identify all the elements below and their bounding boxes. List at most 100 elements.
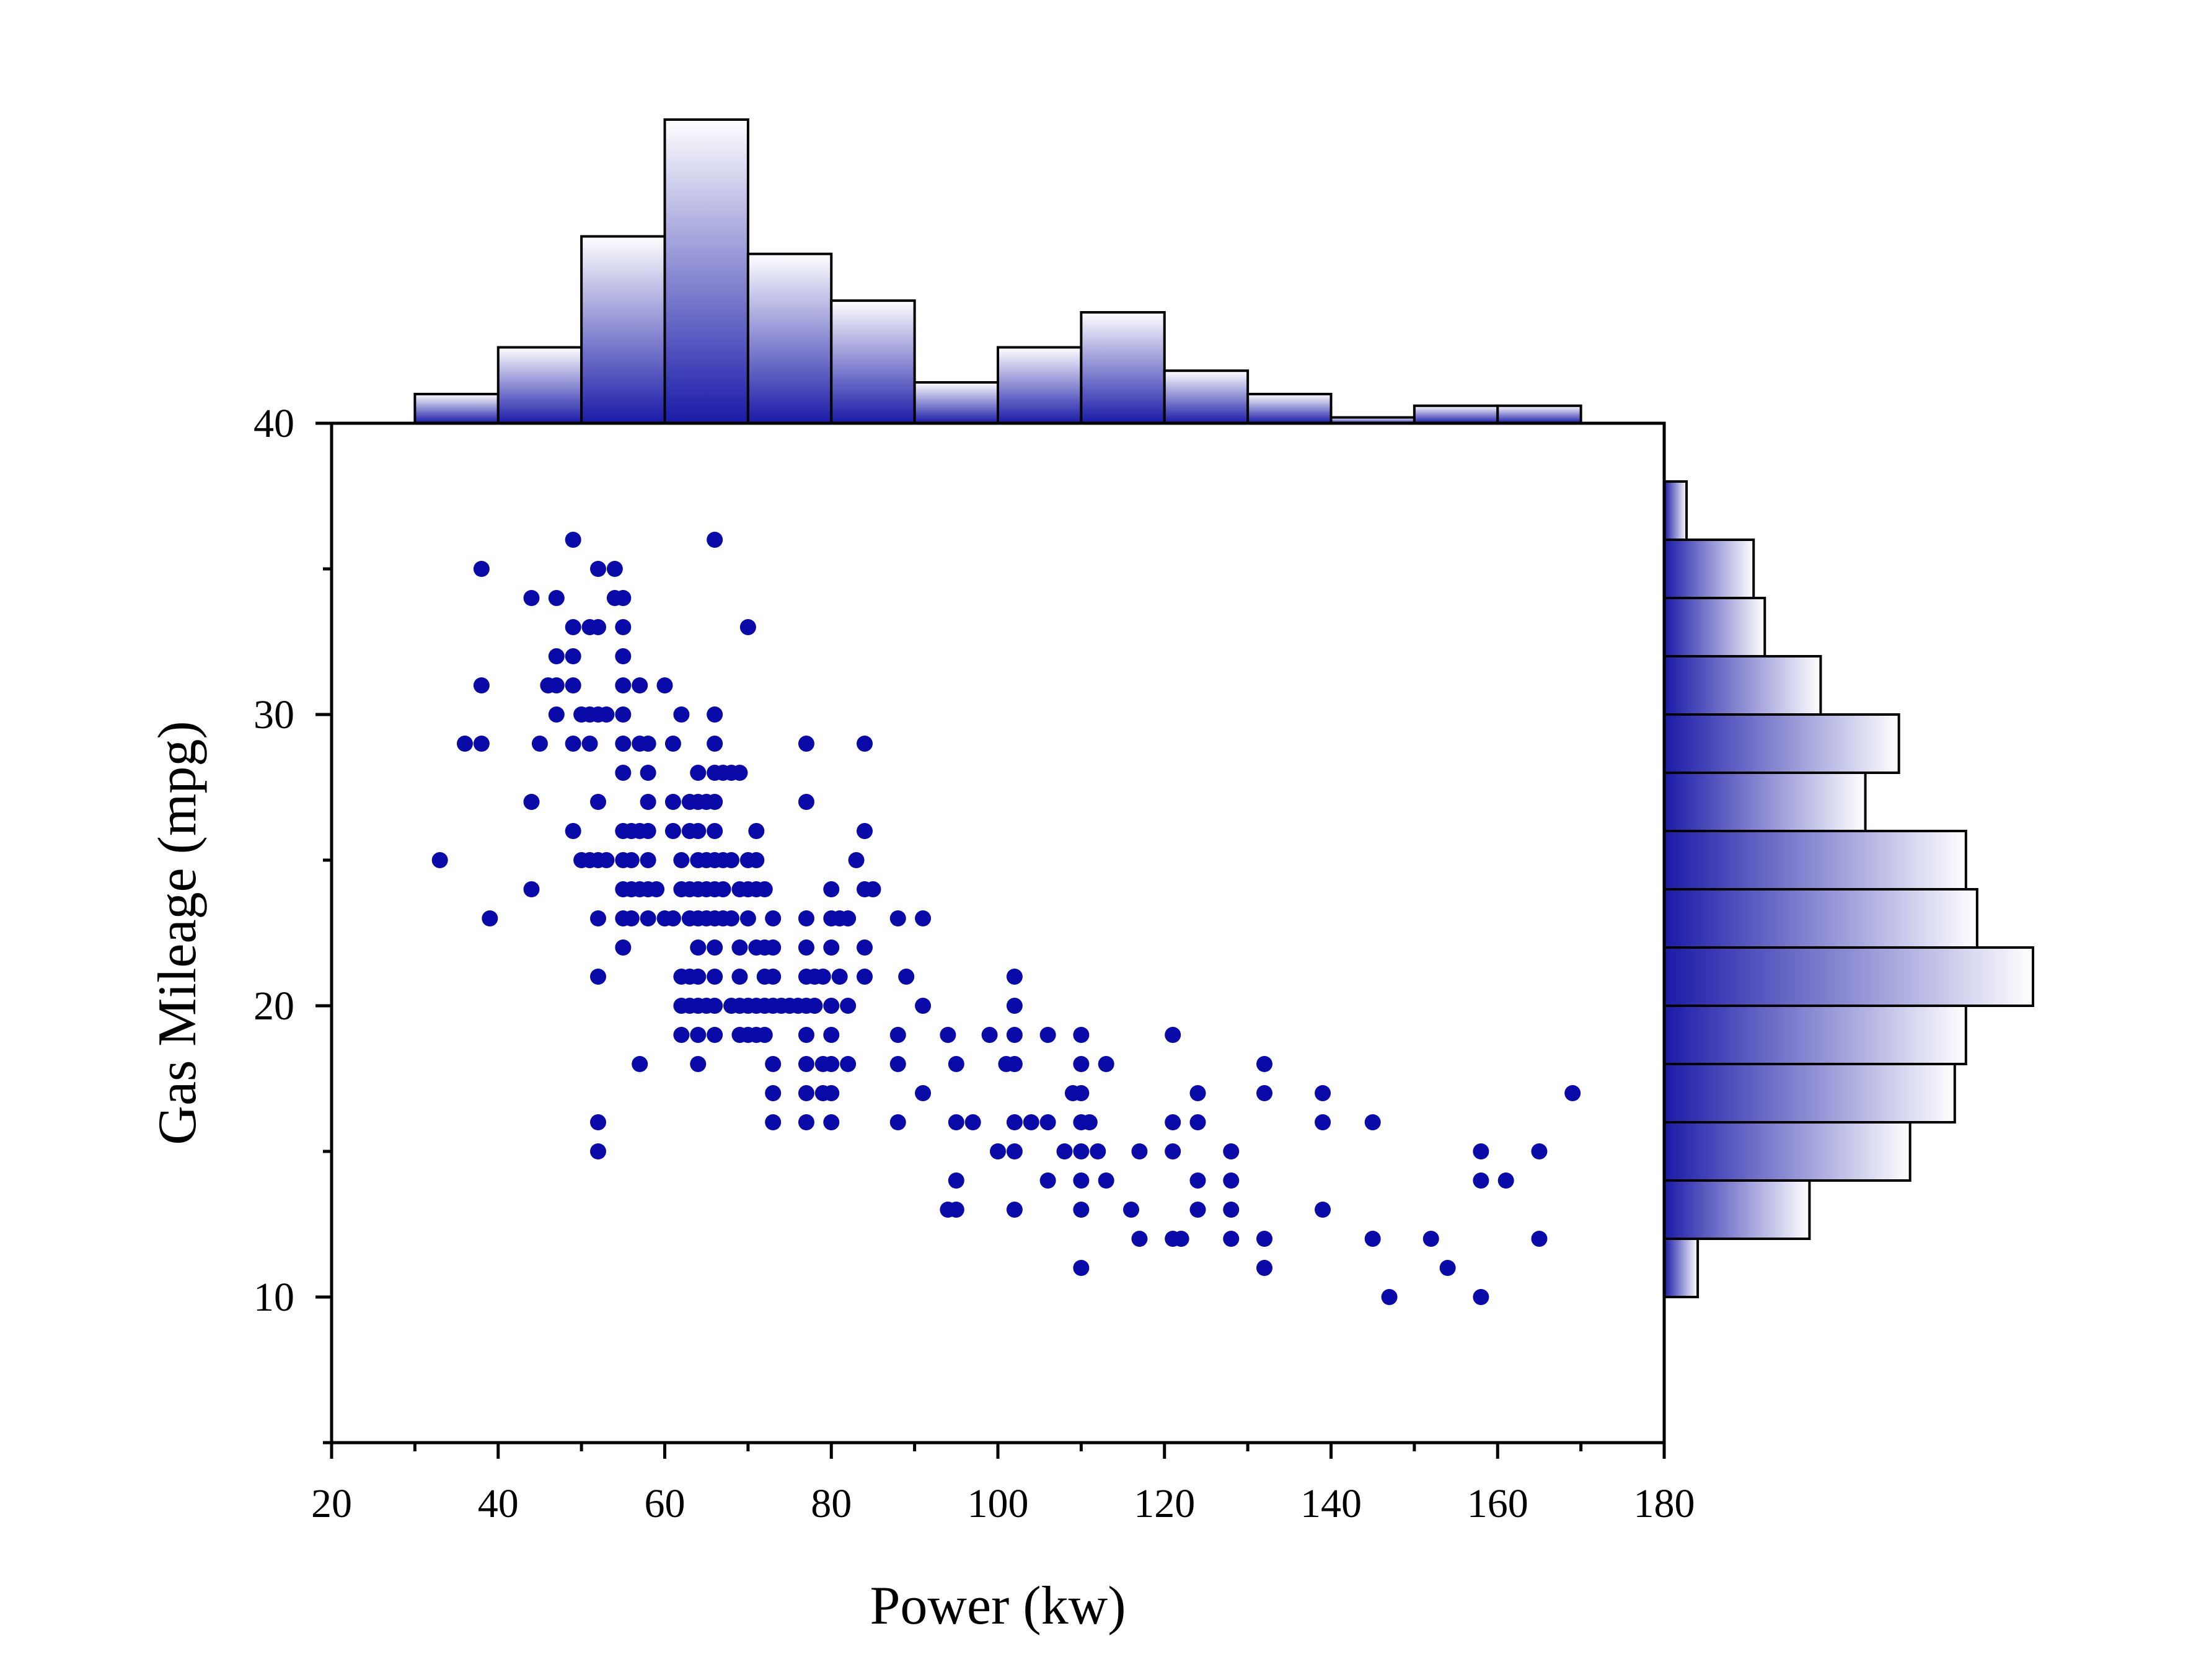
data-point: [565, 677, 581, 693]
data-point: [565, 823, 581, 839]
data-point: [707, 532, 723, 548]
x-hist-bar: [746, 252, 833, 424]
x-tick-label: 180: [1634, 1481, 1695, 1526]
x-marginal-histogram: [413, 118, 1582, 425]
y-hist-bar: [1663, 772, 1867, 832]
data-point: [739, 910, 756, 926]
data-point: [1564, 1085, 1581, 1101]
data-point: [590, 561, 606, 577]
data-point: [690, 1027, 707, 1043]
data-point: [473, 561, 490, 577]
data-point: [1123, 1202, 1139, 1218]
data-point: [1422, 1231, 1439, 1247]
data-point: [1006, 998, 1023, 1014]
data-point: [1531, 1143, 1548, 1159]
data-point: [1073, 1143, 1090, 1159]
data-point: [1223, 1202, 1240, 1218]
data-point: [1315, 1114, 1331, 1130]
data-point: [1039, 1172, 1056, 1189]
y-marginal-histogram: [1663, 480, 2034, 1298]
data-point: [673, 1027, 690, 1043]
data-point: [857, 823, 873, 839]
x-tick-label: 20: [311, 1481, 352, 1526]
data-point: [590, 794, 606, 810]
data-point: [457, 736, 473, 752]
data-point: [798, 1085, 814, 1101]
data-point: [590, 619, 606, 635]
data-point: [1006, 1056, 1023, 1072]
data-point: [707, 794, 723, 810]
data-point: [1497, 1172, 1514, 1189]
data-point: [606, 561, 623, 577]
data-point: [848, 852, 865, 868]
y-hist-bar: [1663, 830, 1967, 891]
data-point: [981, 1027, 998, 1043]
data-point: [707, 1027, 723, 1043]
data-point: [1073, 1056, 1090, 1072]
data-point: [889, 1114, 906, 1130]
data-point: [739, 619, 756, 635]
data-point: [1223, 1172, 1240, 1189]
data-point: [798, 1027, 814, 1043]
data-point: [798, 736, 814, 752]
data-point: [1073, 1260, 1090, 1276]
data-point: [548, 590, 565, 606]
data-point: [473, 736, 490, 752]
data-point: [690, 1056, 707, 1072]
data-point: [1006, 1027, 1023, 1043]
data-point: [548, 677, 565, 693]
data-point: [590, 1114, 606, 1130]
data-point: [615, 619, 632, 635]
data-point: [1006, 969, 1023, 985]
data-point: [1073, 1202, 1090, 1218]
data-point: [1315, 1085, 1331, 1101]
data-point: [548, 648, 565, 664]
data-point: [1039, 1027, 1056, 1043]
data-point: [806, 998, 823, 1014]
data-point: [565, 648, 581, 664]
data-point: [523, 881, 540, 897]
data-point: [1073, 1027, 1090, 1043]
data-point: [840, 998, 857, 1014]
data-point: [623, 852, 640, 868]
data-point: [840, 1056, 857, 1072]
y-hist-bar: [1663, 597, 1766, 657]
data-point: [615, 736, 632, 752]
data-point: [548, 706, 565, 723]
data-point: [1073, 1085, 1090, 1101]
data-point: [615, 939, 632, 956]
data-point: [857, 736, 873, 752]
y-hist-bar: [1663, 1238, 1700, 1298]
y-hist-bar: [1663, 1063, 1956, 1124]
data-point: [765, 969, 782, 985]
data-point: [707, 939, 723, 956]
data-point: [640, 736, 656, 752]
data-point: [964, 1114, 981, 1130]
data-point: [664, 794, 681, 810]
data-point: [1165, 1114, 1181, 1130]
data-point: [1173, 1231, 1189, 1247]
data-point: [765, 939, 782, 956]
data-point: [664, 910, 681, 926]
x-tick-label: 80: [811, 1481, 852, 1526]
data-point: [1073, 1172, 1090, 1189]
data-point: [1256, 1056, 1272, 1072]
y-hist-bar: [1663, 888, 1978, 949]
data-point: [473, 677, 490, 693]
data-point: [1223, 1231, 1240, 1247]
data-point: [1473, 1172, 1489, 1189]
y-tick-label: 30: [254, 692, 294, 737]
data-point: [1189, 1172, 1206, 1189]
data-point: [523, 794, 540, 810]
scatter-points: [431, 532, 1581, 1305]
x-hist-bar: [997, 346, 1083, 424]
x-hist-bar: [663, 118, 749, 424]
x-hist-bar: [1246, 392, 1333, 425]
data-point: [656, 677, 673, 693]
data-point: [615, 706, 632, 723]
data-point: [1473, 1289, 1489, 1305]
data-point: [1023, 1114, 1039, 1130]
data-point: [823, 1114, 840, 1130]
data-point: [1081, 1114, 1098, 1130]
